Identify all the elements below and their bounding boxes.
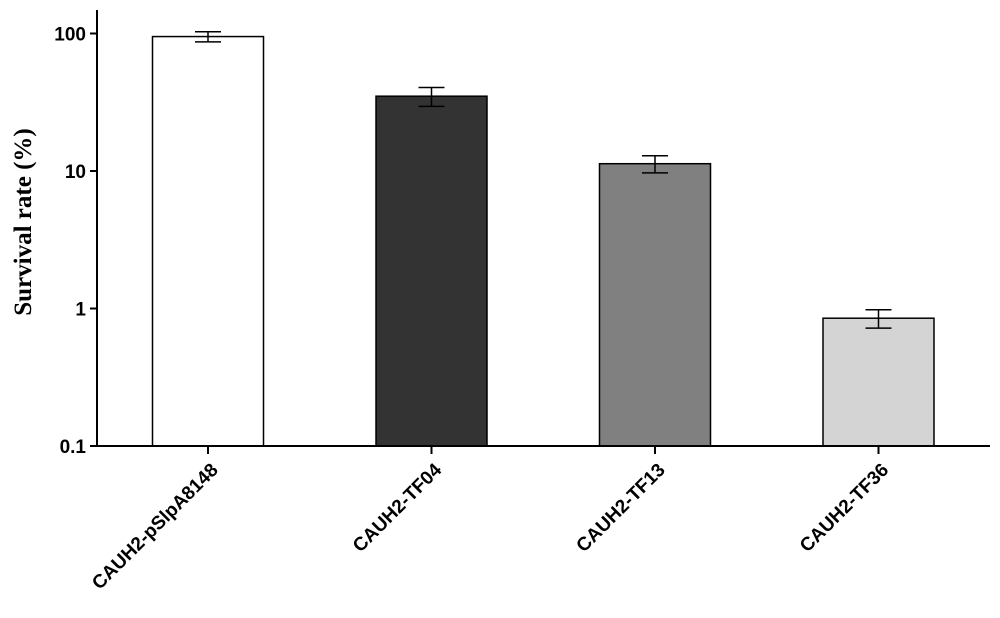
y-tick-label-2: 10 <box>65 162 86 183</box>
bar-3 <box>822 317 935 447</box>
bar-2 <box>598 162 712 447</box>
y-tick-label-3: 100 <box>54 25 86 46</box>
x-ticks-layer: CAUH2-pSlpA8148 CAUH2-TF04 CAUH2-TF13 CAUH2… <box>88 446 893 594</box>
x-tick-label-2: CAUH2-TF13 <box>573 460 670 557</box>
bar-0 <box>151 35 265 447</box>
bar-1 <box>375 95 488 447</box>
x-tick-label-3: CAUH2-TF36 <box>796 460 893 557</box>
x-tick-label-0: CAUH2-pSlpA8148 <box>88 460 222 594</box>
y-tick-label-1: 1 <box>75 300 86 321</box>
y-axis-label: Survival rate (%) <box>10 128 37 315</box>
error-bars-layer <box>195 30 892 329</box>
y-ticks-layer: 0.1 1 10 100 <box>54 25 97 458</box>
y-tick-label-0: 0.1 <box>60 437 87 458</box>
x-tick-label-1: CAUH2-TF04 <box>349 459 446 556</box>
bars-layer <box>151 35 935 447</box>
